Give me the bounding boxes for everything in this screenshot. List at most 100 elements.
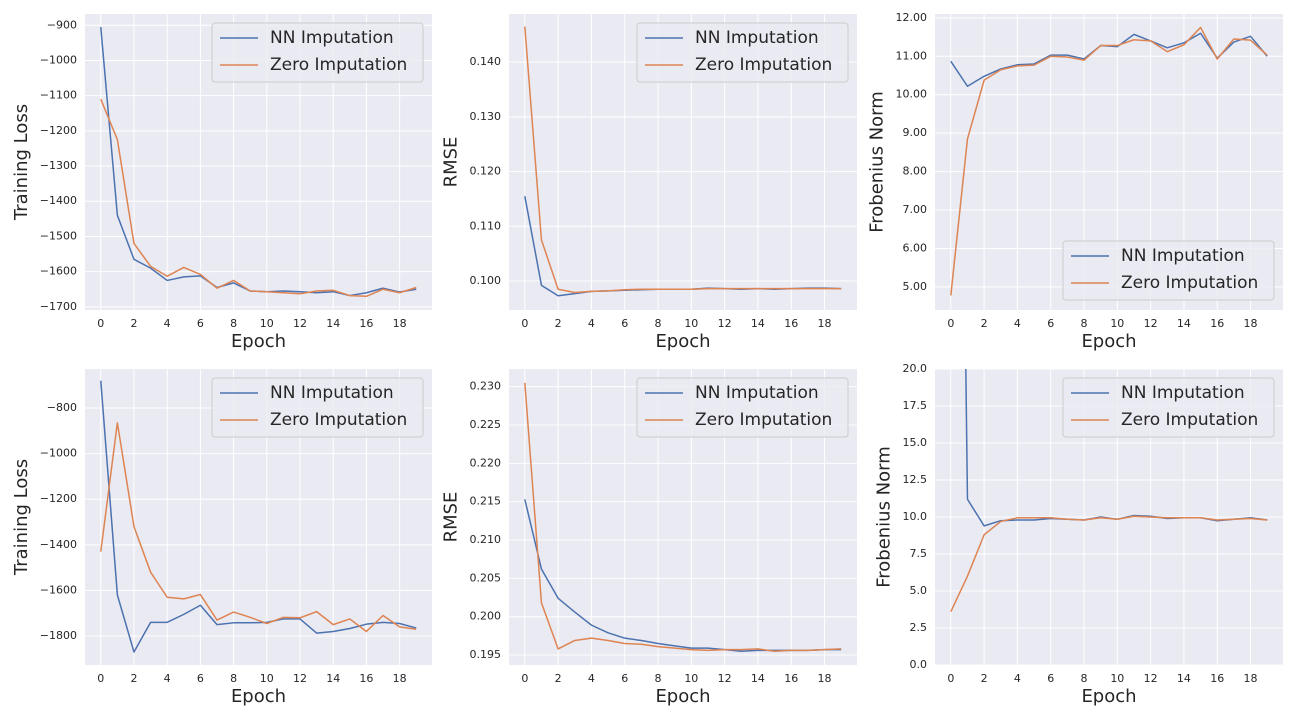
y-tick-label: −1200 <box>40 492 77 505</box>
y-tick-label: 10.0 <box>903 510 928 523</box>
x-tick-label: 8 <box>655 672 662 685</box>
subplot: 0.100 0.110 0.120 0.130 0.140 0 2 4 6 8 10 12 14 16 18… <box>441 14 857 352</box>
y-tick-label: −1600 <box>40 265 77 278</box>
y-tick-label: 5.0 <box>910 584 928 597</box>
y-tick-label: 0.140 <box>470 55 502 68</box>
y-tick-label: 0.230 <box>470 380 502 393</box>
y-tick-label: 0.195 <box>470 648 502 661</box>
y-tick-label: −1600 <box>40 583 77 596</box>
y-tick-label: −1400 <box>40 194 77 207</box>
subplot: 0.0 2.5 5.0 7.5 10.0 12.5 15.0 17.5 20.0 0 2 4 6 8 10 1… <box>874 362 1283 707</box>
x-tick-label: 18 <box>818 317 832 330</box>
legend-label: Zero Imputation <box>1121 410 1258 430</box>
x-tick-label: 8 <box>230 317 237 330</box>
x-tick-label: 6 <box>197 672 204 685</box>
legend-label: NN Imputation <box>695 28 819 48</box>
y-tick-label: −1300 <box>40 159 77 172</box>
legend-label: Zero Imputation <box>1121 273 1258 293</box>
y-tick-label: 7.00 <box>903 203 928 216</box>
series-group <box>950 26 1268 296</box>
legend: NN Imputation Zero Imputation <box>636 22 849 83</box>
y-tick-label: 0.100 <box>470 274 502 287</box>
x-tick-label: 10 <box>684 317 698 330</box>
x-tick-label: 6 <box>1047 317 1054 330</box>
y-tick-label: 6.00 <box>903 241 928 254</box>
legend-label: NN Imputation <box>695 383 819 403</box>
x-tick-label: 10 <box>1110 317 1124 330</box>
series-group <box>100 380 417 653</box>
y-tick-label: 15.0 <box>903 436 928 449</box>
series-line <box>524 26 842 294</box>
x-tick-label: 8 <box>1081 317 1088 330</box>
x-tick-label: 4 <box>588 672 595 685</box>
y-tick-label: 10.00 <box>896 88 928 101</box>
y-tick-label: 0.120 <box>470 165 502 178</box>
subplot: −1800 −1600 −1400 −1200 −1000 −800 0 2 4 6 8 10 12 14… <box>11 369 432 707</box>
legend-box <box>636 377 849 438</box>
x-tick-label: 16 <box>359 317 373 330</box>
x-tick-label: 16 <box>784 317 798 330</box>
legend-box <box>1062 240 1275 301</box>
x-tick-label: 0 <box>521 672 528 685</box>
legend-box <box>1062 377 1275 438</box>
x-tick-label: 4 <box>164 317 171 330</box>
x-tick-label: 6 <box>197 317 204 330</box>
x-tick-label: 14 <box>1177 317 1191 330</box>
x-tick-label: 18 <box>1244 672 1258 685</box>
x-tick-label: 10 <box>260 317 274 330</box>
y-tick-label: 17.5 <box>903 399 928 412</box>
y-tick-label: 0.110 <box>470 219 502 232</box>
x-tick-label: 4 <box>1014 317 1021 330</box>
series-line <box>100 422 417 633</box>
series-group <box>100 26 417 298</box>
legend-label: Zero Imputation <box>695 55 832 75</box>
y-tick-label: −1000 <box>40 447 77 460</box>
x-tick-label: 0 <box>97 317 104 330</box>
y-tick-label: 0.210 <box>470 533 502 546</box>
x-tick-label: 14 <box>1177 672 1191 685</box>
x-tick-label: 8 <box>655 317 662 330</box>
y-tick-label: 0.220 <box>470 456 502 469</box>
x-tick-label: 6 <box>1047 672 1054 685</box>
x-tick-label: 12 <box>1144 317 1158 330</box>
y-tick-label: 8.00 <box>903 165 928 178</box>
x-tick-label: 0 <box>97 672 104 685</box>
legend: NN Imputation Zero Imputation <box>211 22 424 83</box>
x-tick-label: 2 <box>130 317 137 330</box>
x-tick-label: 8 <box>230 672 237 685</box>
x-tick-label: 12 <box>293 672 307 685</box>
y-tick-label: 20.0 <box>903 362 928 375</box>
x-tick-label: 10 <box>260 672 274 685</box>
y-tick-label: −1700 <box>40 300 77 313</box>
y-tick-label: 0.130 <box>470 110 502 123</box>
series-line <box>100 380 417 653</box>
y-tick-label: −1100 <box>40 89 77 102</box>
y-tick-label: −1200 <box>40 124 77 137</box>
x-tick-label: 12 <box>718 672 732 685</box>
x-tick-label: 14 <box>751 317 765 330</box>
legend: NN Imputation Zero Imputation <box>211 377 424 438</box>
y-tick-label: −800 <box>47 401 77 414</box>
y-axis-label: Frobenius Norm <box>867 91 888 233</box>
x-tick-label: 6 <box>621 317 628 330</box>
x-tick-label: 16 <box>1210 317 1224 330</box>
x-tick-label: 2 <box>555 672 562 685</box>
y-tick-label: 2.5 <box>910 621 928 634</box>
x-axis-label: Epoch <box>1081 331 1136 352</box>
y-tick-label: 0.205 <box>470 571 502 584</box>
y-tick-label: 12.00 <box>896 11 928 24</box>
x-tick-label: 8 <box>1081 672 1088 685</box>
legend-label: NN Imputation <box>1121 383 1245 403</box>
y-tick-label: 9.00 <box>903 126 928 139</box>
x-tick-label: 12 <box>293 317 307 330</box>
subplot: 5.00 6.00 7.00 8.00 9.00 10.00 11.00 12.00 0 2 4 6 8… <box>867 11 1283 352</box>
x-axis-label: Epoch <box>1081 686 1136 707</box>
x-axis-label: Epoch <box>655 331 710 352</box>
x-tick-label: 12 <box>1144 672 1158 685</box>
x-tick-label: 18 <box>818 672 832 685</box>
x-tick-label: 14 <box>751 672 765 685</box>
x-axis-label: Epoch <box>231 331 286 352</box>
x-tick-label: 2 <box>130 672 137 685</box>
